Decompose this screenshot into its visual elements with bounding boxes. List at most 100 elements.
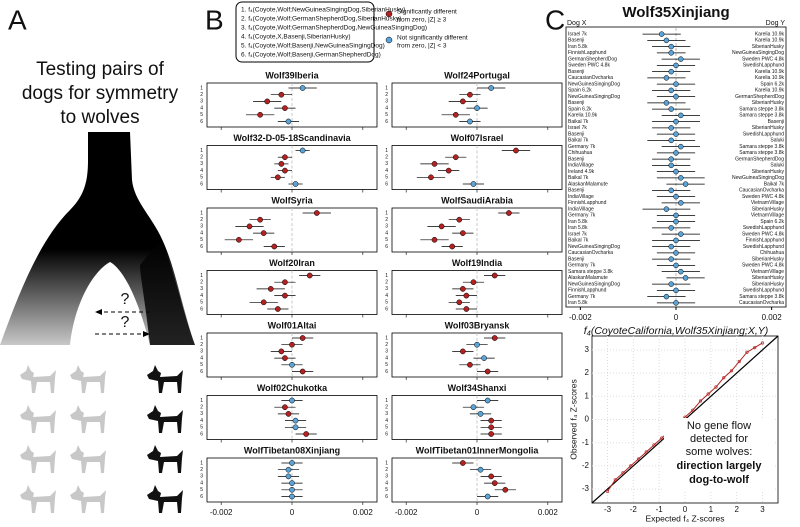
point: [652, 443, 656, 447]
point: [706, 392, 710, 396]
point: [260, 230, 267, 236]
dog-y-label: SiberianHusky: [752, 206, 785, 212]
dog-x-label: FinnishLapphund: [568, 200, 607, 206]
row-label: 5: [200, 487, 203, 493]
point: [636, 457, 641, 461]
row-label: 4: [385, 230, 388, 236]
dog-y-label: Karelia 10.9k: [755, 69, 785, 75]
x-tick-label: 0: [475, 508, 480, 517]
row-label: 4: [200, 293, 203, 299]
plot-title: Wolf02Chukotka: [257, 383, 328, 393]
dog-x-label: Iran 5.8k: [568, 300, 588, 306]
y-axis-label: Observed f₄ Z-scores: [568, 379, 578, 459]
chart-title: Wolf35Xinjiang: [622, 4, 729, 21]
row-label: 4: [200, 418, 203, 424]
dog-x-label: Spain 6.2k: [568, 88, 592, 94]
point: [513, 147, 519, 154]
dog-y-label: Saluki: [770, 163, 784, 169]
dog-y-label: Karelia 10.9k: [755, 31, 785, 37]
point: [668, 137, 674, 144]
point: [678, 175, 684, 181]
annotation-bg: [664, 418, 774, 492]
point: [629, 464, 633, 468]
x-tick-label: 2: [734, 505, 739, 514]
dog-y-label: Sweden PWC 4.8k: [742, 231, 784, 237]
y-tick-label: 1: [585, 391, 590, 400]
row-label: 4: [385, 480, 388, 486]
point: [456, 299, 463, 306]
dog-y-label: Sweden PWC 4.8k: [742, 194, 784, 200]
point: [285, 411, 292, 417]
point: [470, 279, 477, 286]
generated: 1. f₄(Coyote,Wolf;NewGuineaSingingDog,Si…: [200, 4, 787, 523]
x-tick-label: 0.002: [538, 508, 559, 517]
dog-x-label: Basenji: [568, 69, 584, 75]
point: [274, 306, 281, 312]
dog-x-label: NewGuineaSingingDog: [568, 81, 620, 87]
question-mark: ?: [121, 314, 130, 331]
point: [463, 306, 470, 312]
point: [668, 43, 674, 50]
row-label: 2: [200, 405, 203, 411]
dog-y-label: SiberianHusky: [752, 44, 785, 50]
x-tick-label: -0.002: [395, 508, 418, 517]
annotation: some wolves:: [686, 446, 753, 458]
point: [673, 81, 679, 87]
point: [289, 397, 295, 404]
row-label: 2: [385, 280, 388, 286]
dog-y-label: SwedishLapphund: [743, 244, 784, 250]
row-label: 3: [385, 349, 388, 355]
row-label: 2: [385, 467, 388, 473]
y-tick-label: -1: [582, 438, 590, 447]
row-label: 6: [200, 369, 203, 375]
panel-a-title: dogs for symmetry: [22, 83, 179, 104]
point: [678, 231, 684, 237]
row-label: 3: [385, 411, 388, 417]
dog-y-label: SwedishLapphund: [743, 288, 784, 294]
plot-title: Wolf03Bryansk: [445, 320, 511, 330]
plot-title: WolfTibetan01InnerMongolia: [416, 445, 540, 455]
point: [431, 161, 438, 167]
x-tick-label: 0.002: [353, 508, 374, 517]
point: [502, 486, 509, 493]
dog-y-label: Karelia 10.9k: [755, 38, 785, 44]
dog-x-label: Iran 5.8k: [568, 225, 588, 231]
wolf-branch: [140, 240, 195, 345]
dog-x-label: AlaskanMalamute: [568, 181, 608, 187]
plot-title: Wolf24Portugal: [444, 70, 510, 80]
row-label: 6: [385, 494, 388, 500]
point: [668, 187, 674, 194]
point: [292, 181, 299, 187]
dog-x-label: Baikal 7k: [568, 119, 589, 125]
point: [452, 111, 459, 118]
point: [267, 286, 274, 292]
dog-x-label: Germany 7k: [568, 294, 596, 300]
point: [282, 292, 288, 299]
point: [289, 361, 295, 368]
row-label: 2: [385, 342, 388, 348]
point: [289, 460, 295, 466]
point: [282, 404, 288, 411]
dog-x-label: NewGuineaSingingDog: [568, 281, 620, 287]
row-label: 1: [385, 148, 388, 154]
dog-y-label: Baikal 7k: [764, 181, 785, 187]
point: [691, 408, 695, 412]
row-label: 6: [200, 306, 203, 312]
dog-y-label: Karelia 10.9k: [755, 75, 785, 81]
point: [282, 154, 288, 161]
legend-marker: [385, 10, 393, 18]
dog-x-label: CaucasianOvcharka: [568, 250, 613, 256]
row-label: 2: [200, 342, 203, 348]
point: [484, 397, 491, 404]
point: [663, 293, 670, 300]
row-label: 2: [385, 217, 388, 223]
annotation-bold: dog-to-wolf: [689, 474, 749, 486]
dog-y-label: Spain 6.2k: [760, 81, 784, 87]
annotation-bold: direction largely: [677, 460, 763, 472]
point: [668, 256, 674, 262]
point: [668, 87, 674, 94]
x-tick-label: 0: [683, 505, 688, 514]
dog-y-label: SiberianHusky: [752, 100, 785, 106]
row-label: 1: [385, 210, 388, 216]
row-label: 6: [200, 119, 203, 125]
